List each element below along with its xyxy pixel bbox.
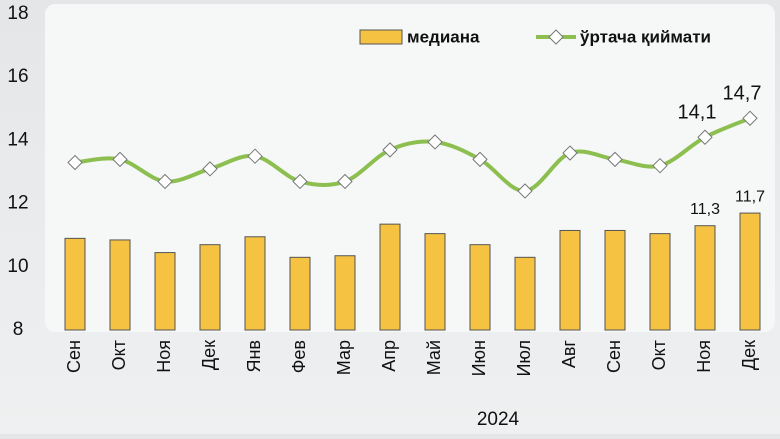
bar xyxy=(424,233,446,331)
bar xyxy=(649,233,671,331)
line xyxy=(74,116,751,193)
legend-label: медиана xyxy=(407,27,480,46)
bar xyxy=(739,212,761,331)
line-marker xyxy=(67,154,83,171)
data-label: 11,7 xyxy=(735,188,765,205)
x-axis-title: 2024 xyxy=(477,409,520,430)
x-tick-label: Ноя xyxy=(694,340,714,373)
line-marker xyxy=(247,148,263,164)
x-tick-label: Дек xyxy=(739,340,759,370)
x-tick-label: Дек xyxy=(199,340,219,370)
x-tick-label: Май xyxy=(424,340,444,375)
bar xyxy=(64,237,86,331)
bar xyxy=(109,239,131,331)
bar xyxy=(244,236,266,331)
x-tick-label: Мар xyxy=(334,340,354,375)
x-tick-label: Янв xyxy=(244,340,264,373)
line-marker xyxy=(202,161,218,177)
data-label: 14,1 xyxy=(678,102,717,124)
x-tick-label: Авг xyxy=(559,340,579,369)
bar xyxy=(694,225,716,331)
y-tick-label: 12 xyxy=(7,193,28,214)
bar xyxy=(559,229,581,331)
bar xyxy=(154,252,176,331)
bar xyxy=(469,244,491,331)
bar xyxy=(334,255,356,331)
x-tick-label: Апр xyxy=(379,340,399,372)
line-marker xyxy=(382,142,398,158)
bar xyxy=(289,256,311,331)
line-marker xyxy=(157,173,173,190)
x-tick-label: Ноя xyxy=(154,340,174,373)
data-label: 11,3 xyxy=(690,201,720,218)
line-marker xyxy=(697,129,713,145)
x-tick-label: Окт xyxy=(649,340,669,370)
bar xyxy=(604,229,626,331)
y-tick-label: 10 xyxy=(7,256,28,277)
line-marker xyxy=(472,151,488,168)
plot-area xyxy=(45,4,775,332)
data-label: 14,7 xyxy=(723,83,762,105)
y-tick-label: 18 xyxy=(7,3,28,24)
line-marker xyxy=(607,151,623,168)
line-marker xyxy=(652,157,668,174)
bar xyxy=(379,223,401,331)
x-tick-label: Июл xyxy=(514,340,534,377)
line-marker xyxy=(427,134,443,150)
y-tick-label: 16 xyxy=(7,66,28,87)
line-marker xyxy=(562,145,578,161)
y-tick-label: 8 xyxy=(13,319,24,340)
y-tick-label: 14 xyxy=(7,129,29,150)
bar xyxy=(199,244,221,331)
x-tick-label: Окт xyxy=(109,340,129,370)
bar xyxy=(514,256,536,331)
x-tick-label: Фев xyxy=(289,340,309,373)
legend-swatch xyxy=(548,29,564,45)
legend-swatch xyxy=(359,29,403,45)
x-tick-label: Сен xyxy=(64,340,84,373)
line-marker xyxy=(112,151,128,168)
line-marker xyxy=(337,173,353,190)
x-tick-label: Сен xyxy=(604,340,624,373)
line-marker xyxy=(742,110,758,126)
legend-label: ўртача қиймати xyxy=(580,27,711,46)
x-tick-label: Июн xyxy=(469,340,489,376)
line-marker xyxy=(517,183,533,199)
line-marker xyxy=(292,173,308,190)
